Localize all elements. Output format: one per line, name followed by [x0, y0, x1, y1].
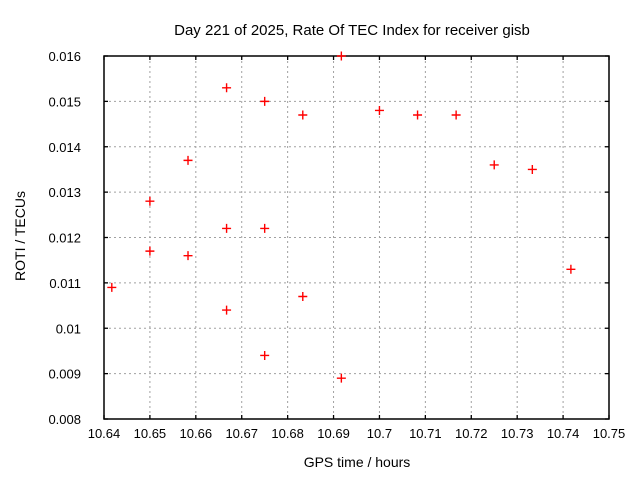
data-point: [260, 350, 270, 360]
data-point: [489, 160, 499, 170]
data-point: [222, 305, 232, 315]
x-tick-label: 10.68: [271, 426, 304, 441]
x-tick-label: 10.73: [501, 426, 534, 441]
data-point: [222, 83, 232, 93]
y-tick-label: 0.016: [48, 49, 81, 64]
x-tick-label: 10.69: [317, 426, 350, 441]
x-tick-label: 10.74: [547, 426, 580, 441]
y-tick-label: 0.009: [48, 367, 81, 382]
x-tick-label: 10.66: [180, 426, 213, 441]
data-point: [298, 110, 308, 120]
data-point: [336, 51, 346, 61]
plot-frame: [103, 55, 610, 420]
data-points: [107, 51, 576, 383]
data-point: [336, 373, 346, 383]
plot-border: [103, 55, 610, 420]
data-point: [260, 223, 270, 233]
x-tick-label: 10.72: [455, 426, 488, 441]
x-tick-label: 10.67: [225, 426, 258, 441]
data-point: [260, 96, 270, 106]
y-tick-label: 0.011: [49, 276, 81, 291]
y-tick-label: 0.008: [48, 412, 81, 427]
x-tick-label: 10.71: [409, 426, 442, 441]
y-tick-label: 0.015: [48, 94, 81, 109]
y-axis-label: ROTI / TECUs: [12, 191, 28, 281]
x-tick-label: 10.7: [367, 426, 392, 441]
x-tick-label: 10.75: [593, 426, 626, 441]
y-tick-label: 0.014: [48, 140, 81, 155]
data-point: [183, 251, 193, 261]
data-point: [107, 282, 117, 292]
data-point: [145, 196, 155, 206]
data-point: [527, 164, 537, 174]
x-tick-label: 10.65: [134, 426, 167, 441]
x-axis-label: GPS time / hours: [304, 454, 411, 470]
tick-labels: 10.64 10.65 10.66 10.67 10.68 10.69 10.7 10.71 1…: [48, 49, 625, 441]
x-tick-label: 10.64: [88, 426, 121, 441]
data-point: [566, 264, 576, 274]
chart-title: Day 221 of 2025, Rate Of TEC Index for r…: [174, 22, 530, 39]
grid-lines: [104, 56, 609, 419]
y-tick-label: 0.01: [56, 321, 81, 336]
data-point: [145, 246, 155, 256]
data-point: [451, 110, 461, 120]
data-point: [298, 291, 308, 301]
data-point: [222, 223, 232, 233]
data-point: [374, 105, 384, 115]
y-tick-label: 0.012: [48, 231, 81, 246]
y-tick-label: 0.013: [48, 185, 81, 200]
data-point: [183, 155, 193, 165]
data-point: [413, 110, 423, 120]
